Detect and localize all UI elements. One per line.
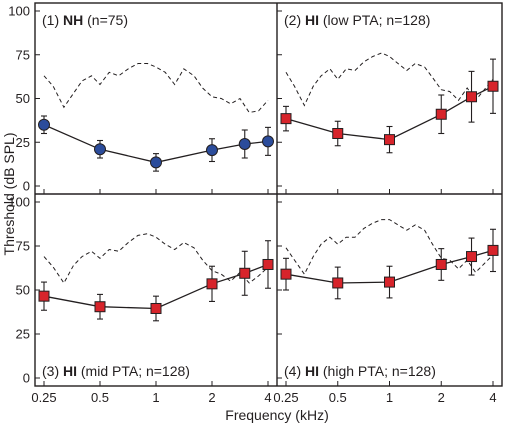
- x-tick-label: 0.5: [91, 390, 109, 405]
- panel-title-detail: (mid PTA; n=128): [77, 363, 190, 379]
- dashed-series-line: [285, 219, 494, 276]
- data-point: [384, 134, 395, 146]
- panel-title-group: NH: [63, 12, 83, 28]
- panel-title-group: HI: [305, 363, 319, 379]
- y-tick-label: 50: [16, 91, 30, 106]
- data-point: [150, 156, 162, 169]
- panel-title-number: (2): [284, 12, 305, 28]
- data-point: [280, 113, 292, 125]
- panel-2: (2) HI (low PTA; n=128): [277, 10, 499, 194]
- data-point: [332, 277, 344, 289]
- data-point: [150, 302, 162, 314]
- dashed-series-line: [43, 233, 269, 284]
- panel-4: (4) HI (high PTA; n=128): [277, 201, 499, 386]
- panel-1: (1) NH (n=75): [35, 10, 274, 194]
- panel-title-detail: (high PTA; n=128): [319, 363, 436, 379]
- panel-title: (1) NH (n=75): [42, 12, 128, 28]
- data-point: [280, 268, 292, 280]
- panel-title: (3) HI (mid PTA; n=128): [42, 363, 190, 379]
- data-point: [206, 144, 218, 157]
- x-tick-label: 2: [438, 390, 445, 405]
- data-point: [384, 276, 395, 288]
- data-point: [466, 91, 478, 103]
- data-point: [435, 108, 447, 120]
- panel-title-detail: (n=75): [83, 12, 128, 28]
- data-point: [262, 135, 274, 148]
- data-point: [466, 251, 478, 263]
- panels: (1) NH (n=75) (2) HI (low PTA; n=128) (3) …: [35, 10, 499, 386]
- data-point: [38, 118, 50, 131]
- x-tick-label: 4: [264, 390, 271, 405]
- panel-title-number: (3): [42, 363, 63, 379]
- panel-title-number: (4): [284, 363, 305, 379]
- y-tick-label: 75: [16, 47, 30, 62]
- dashed-series-line: [43, 63, 269, 114]
- y-tick-label: 0: [23, 179, 30, 194]
- data-point: [262, 258, 274, 270]
- figure-frame: [34, 2, 503, 387]
- x-tick-label: 0.25: [31, 390, 56, 405]
- x-tick-label: 1: [152, 390, 159, 405]
- data-point: [332, 128, 344, 139]
- x-tick-label: 2: [208, 390, 215, 405]
- x-tick-label: 0.5: [329, 390, 347, 405]
- y-tick-label: 100: [8, 4, 30, 19]
- panel-title-group: HI: [63, 363, 77, 379]
- x-tick-label: 1: [386, 390, 393, 405]
- x-tick-label: 0.25: [273, 390, 298, 405]
- y-tick-label: 25: [16, 135, 30, 150]
- data-point: [38, 290, 50, 302]
- data-point: [238, 138, 251, 150]
- panel-title-number: (1): [42, 12, 63, 28]
- panel-title: (4) HI (high PTA; n=128): [284, 363, 436, 379]
- panel-title: (2) HI (low PTA; n=128): [284, 12, 430, 28]
- panel-title-detail: (low PTA; n=128): [319, 12, 430, 28]
- x-tick-label: 4: [489, 390, 496, 405]
- y-tick-label: 50: [16, 283, 30, 298]
- panel-3: (3) HI (mid PTA; n=128): [35, 201, 274, 386]
- data-point: [487, 80, 499, 92]
- data-point: [435, 258, 447, 270]
- y-tick-label: 100: [8, 195, 30, 210]
- y-tick-label: 25: [16, 327, 30, 342]
- y-tick-label: 0: [23, 371, 30, 386]
- dashed-series-line: [285, 52, 494, 107]
- data-point: [487, 244, 499, 256]
- y-tick-label: 75: [16, 239, 30, 254]
- x-axis-label: Frequency (kHz): [225, 407, 328, 423]
- y-axis-label: Threshold (dB SPL): [1, 133, 17, 256]
- data-point: [206, 278, 218, 290]
- data-point: [94, 301, 106, 313]
- data-point: [94, 143, 106, 156]
- panel-title-group: HI: [305, 12, 319, 28]
- data-point: [239, 267, 251, 279]
